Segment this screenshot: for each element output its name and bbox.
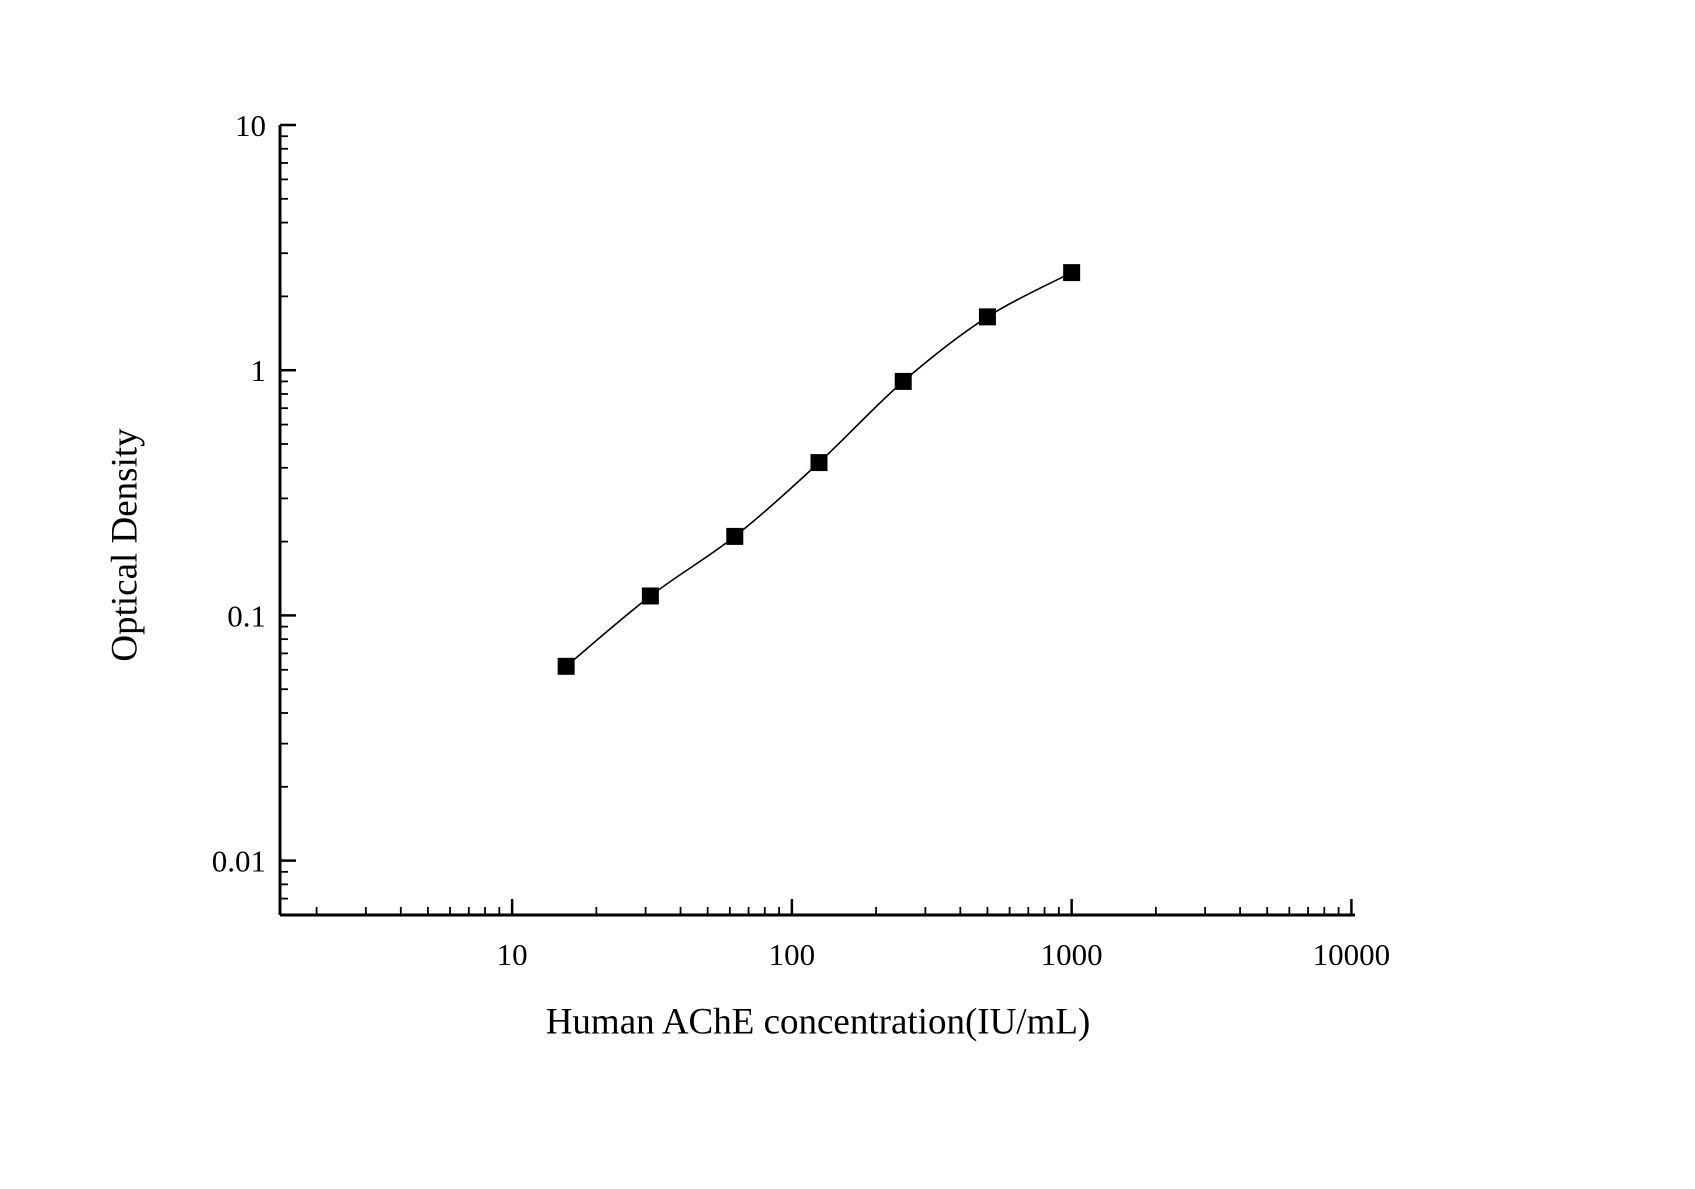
y-axis-title: Optical Density	[104, 428, 146, 662]
data-point-marker	[810, 454, 828, 472]
y-tick-label: 0.1	[227, 598, 266, 633]
y-tick-label: 10	[235, 108, 266, 143]
x-axis-title: Human AChE concentration(IU/mL)	[545, 1001, 1091, 1043]
data-point-marker	[641, 587, 659, 605]
y-tick-label: 1	[251, 353, 267, 388]
data-point-marker	[894, 372, 912, 390]
data-point-marker	[557, 657, 575, 675]
data-point-marker	[726, 527, 744, 545]
x-tick-label: 10000	[1313, 937, 1391, 972]
y-tick-label: 0.01	[212, 844, 266, 879]
data-point-marker	[978, 308, 996, 326]
x-tick-label: 1000	[1041, 937, 1103, 972]
x-tick-label: 10	[497, 937, 528, 972]
data-point-marker	[1063, 264, 1081, 282]
x-tick-label: 100	[769, 937, 816, 972]
